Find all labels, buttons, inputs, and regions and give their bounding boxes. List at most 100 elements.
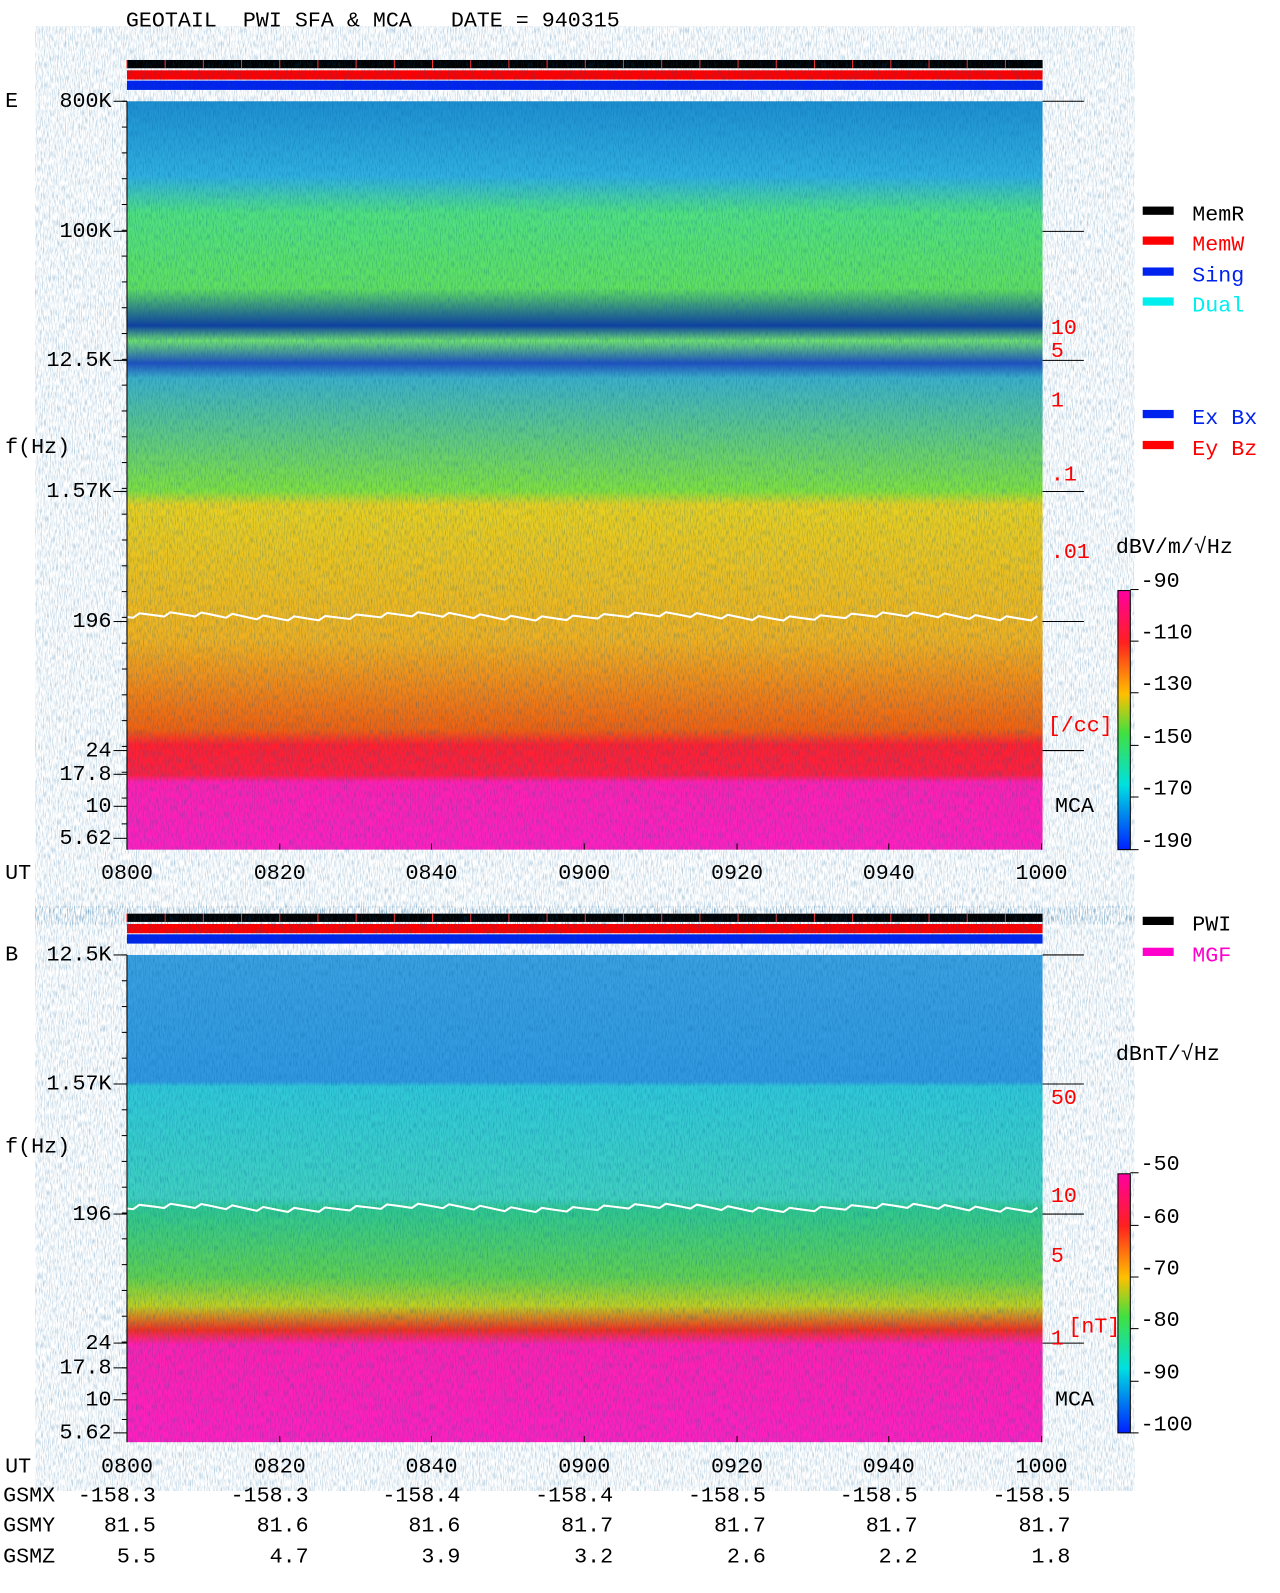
mca-label: MCA bbox=[1055, 1388, 1094, 1413]
side-scale-label: 1 bbox=[1051, 1327, 1064, 1352]
orbit-value: 81.6 bbox=[408, 1514, 460, 1539]
x-tick-label: 0800 bbox=[101, 1455, 153, 1480]
panel-label: B bbox=[5, 943, 18, 968]
colorbar-label: dBV/m/√Hz bbox=[1116, 535, 1233, 560]
legend-swatch bbox=[1142, 267, 1174, 276]
y-tick-label: 5.62 bbox=[59, 1421, 111, 1446]
orbit-value: 81.5 bbox=[104, 1514, 156, 1539]
legend-label: MemR bbox=[1192, 203, 1244, 228]
x-tick-label: 0900 bbox=[558, 861, 610, 886]
colorbar-tick-label: -190 bbox=[1141, 829, 1193, 854]
title: GEOTAIL PWI SFA & MCA DATE = 940315 bbox=[126, 8, 620, 33]
spectrogram-noise bbox=[126, 101, 1043, 850]
y-tick-label: 24 bbox=[85, 738, 111, 763]
orbit-value: 3.9 bbox=[421, 1544, 460, 1569]
plasma-line bbox=[126, 611, 1039, 622]
y-tick-label: 12.5K bbox=[46, 943, 111, 968]
orbit-value: -158.5 bbox=[992, 1484, 1070, 1509]
orbit-value: 3.2 bbox=[574, 1544, 613, 1569]
orbit-value: -158.5 bbox=[688, 1484, 766, 1509]
colorbar-tick-label: -110 bbox=[1141, 621, 1193, 646]
colorbar-tick-label: -70 bbox=[1141, 1256, 1180, 1281]
colorbar bbox=[1117, 1173, 1131, 1434]
plot-root: GEOTAIL PWI SFA & MCA DATE = 940315 E 800K… bbox=[3, 8, 1257, 1569]
colorbar-tick-label: -100 bbox=[1141, 1412, 1193, 1437]
side-scale-label: 5 bbox=[1051, 1244, 1064, 1269]
y-tick-label: 1.57K bbox=[46, 479, 111, 504]
orbit-label: GSMY bbox=[3, 1514, 55, 1539]
y-tick-label: 10 bbox=[85, 1388, 111, 1413]
colorbar-tick-label: -150 bbox=[1141, 725, 1193, 750]
legend-swatch bbox=[1142, 236, 1174, 245]
x-axis-label: UT bbox=[5, 861, 31, 886]
y-axis-label: f(Hz) bbox=[5, 1135, 70, 1160]
x-tick-label: 0900 bbox=[558, 1455, 610, 1480]
colorbar-tick-label: -50 bbox=[1141, 1152, 1180, 1177]
mca-label: MCA bbox=[1055, 794, 1094, 819]
spectrogram-noise bbox=[126, 954, 1043, 1443]
side-scale-label: .01 bbox=[1051, 540, 1090, 565]
legend-label: MemW bbox=[1192, 232, 1244, 257]
x-tick-label: 0920 bbox=[711, 861, 763, 886]
legend-swatch bbox=[1142, 297, 1174, 306]
y-tick-label: 1.57K bbox=[46, 1072, 111, 1097]
panel-label: E bbox=[5, 89, 18, 114]
orbit-value: -158.3 bbox=[78, 1484, 156, 1509]
legend-label: PWI bbox=[1192, 913, 1231, 938]
colorbar-tick-label: -60 bbox=[1141, 1205, 1180, 1230]
y-tick-label: 196 bbox=[72, 1202, 111, 1227]
orbit-value: -158.4 bbox=[535, 1484, 613, 1509]
x-tick-label: 0840 bbox=[405, 1455, 457, 1480]
y-tick-label: 100K bbox=[59, 219, 111, 244]
y-tick-label: 17.8 bbox=[59, 1356, 111, 1381]
x-tick-label: 1000 bbox=[1016, 1455, 1068, 1480]
colorbar-label: dBnT/√Hz bbox=[1116, 1042, 1220, 1067]
orbit-value: -158.3 bbox=[231, 1484, 309, 1509]
x-tick-label: 1000 bbox=[1016, 861, 1068, 886]
x-tick-label: 0800 bbox=[101, 861, 153, 886]
legend-label: Ey Bz bbox=[1192, 437, 1257, 462]
y-tick-label: 17.8 bbox=[59, 762, 111, 787]
mode-bar bbox=[126, 80, 1043, 90]
colorbar-tick-label: -130 bbox=[1141, 672, 1193, 697]
orbit-value: 81.7 bbox=[561, 1514, 613, 1539]
orbit-label: GSMZ bbox=[3, 1544, 55, 1569]
legend-swatch bbox=[1142, 206, 1174, 215]
orbit-value: -158.4 bbox=[382, 1484, 460, 1509]
x-tick-label: 0940 bbox=[863, 861, 915, 886]
orbit-value: 81.7 bbox=[1018, 1514, 1070, 1539]
y-tick-label: 12.5K bbox=[46, 348, 111, 373]
x-tick-label: 0920 bbox=[711, 1455, 763, 1480]
legend-swatch bbox=[1142, 916, 1174, 926]
y-tick-label: 196 bbox=[72, 609, 111, 634]
colorbar-tick-label: -170 bbox=[1141, 776, 1193, 801]
y-tick-label: 10 bbox=[85, 794, 111, 819]
side-scale-label: 10 bbox=[1051, 316, 1077, 341]
plasma-line bbox=[126, 1202, 1039, 1214]
mode-bar bbox=[126, 934, 1043, 944]
orbit-value: 1.8 bbox=[1031, 1544, 1070, 1569]
colorbar-tick-label: -90 bbox=[1141, 569, 1180, 594]
x-axis-label: UT bbox=[5, 1455, 31, 1480]
y-axis-label: f(Hz) bbox=[5, 435, 70, 460]
colorbar-tick-label: -80 bbox=[1141, 1308, 1180, 1333]
x-tick-label: 0940 bbox=[863, 1455, 915, 1480]
side-scale-label: .1 bbox=[1051, 463, 1077, 488]
y-tick-label: 24 bbox=[85, 1331, 111, 1356]
orbit-value: -158.5 bbox=[840, 1484, 918, 1509]
orbit-label: GSMX bbox=[3, 1484, 55, 1509]
legend-swatch bbox=[1142, 947, 1174, 956]
legend-swatch bbox=[1142, 409, 1174, 419]
colorbar bbox=[1117, 590, 1131, 851]
side-scale-label: 1 bbox=[1051, 388, 1064, 413]
orbit-value: 81.6 bbox=[257, 1514, 309, 1539]
legend-label: MGF bbox=[1192, 944, 1231, 969]
mode-bar bbox=[126, 923, 1043, 934]
side-scale-label: [/cc] bbox=[1048, 714, 1113, 739]
orbit-value: 4.7 bbox=[270, 1544, 309, 1569]
orbit-value: 81.7 bbox=[866, 1514, 918, 1539]
orbit-value: 5.5 bbox=[117, 1544, 156, 1569]
y-tick-label: 5.62 bbox=[59, 826, 111, 851]
orbit-value: 2.6 bbox=[727, 1544, 766, 1569]
